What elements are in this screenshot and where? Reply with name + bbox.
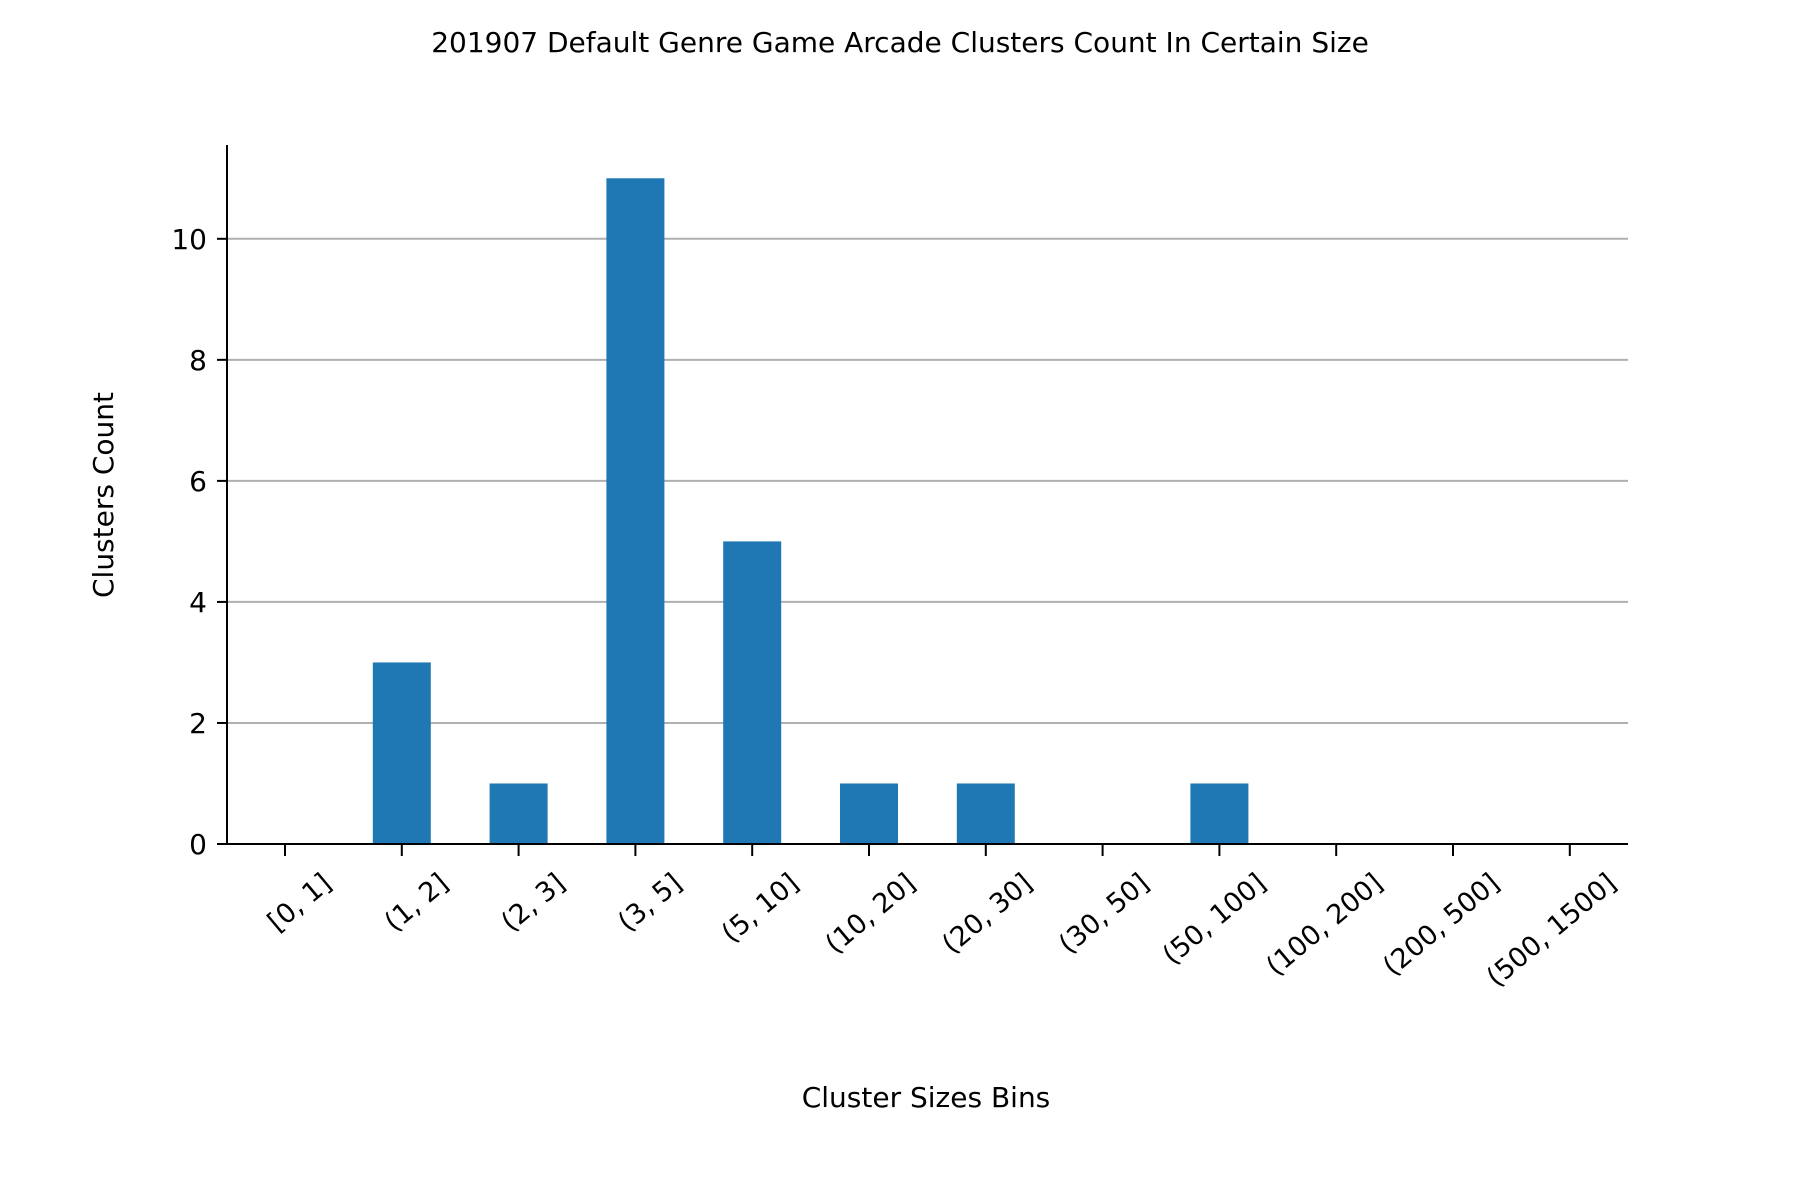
bar — [723, 541, 782, 844]
x-tick-label: (1, 2] — [379, 868, 455, 938]
bars — [372, 178, 1249, 845]
axes — [226, 145, 1628, 845]
x-axis-label: Cluster Sizes Bins — [802, 1081, 1051, 1114]
x-tick-label: (2, 3] — [496, 868, 572, 938]
x-tick-label: (20, 30] — [936, 868, 1038, 960]
x-tick-label: [0, 1] — [262, 868, 338, 938]
bar — [1190, 783, 1249, 844]
bar — [606, 178, 665, 845]
y-tick-label: 2 — [189, 707, 207, 740]
y-tick-label: 4 — [189, 586, 207, 619]
x-tick-label: (50, 100] — [1157, 868, 1272, 972]
grid-lines — [227, 237, 1628, 724]
bar — [372, 662, 431, 844]
bar — [489, 783, 548, 844]
x-tick-label: (10, 20] — [820, 868, 922, 960]
x-tick-label: (30, 50] — [1053, 868, 1155, 960]
y-ticks: 0 2 4 6 8 10 — [171, 223, 227, 861]
x-tick-label: (100, 200] — [1261, 868, 1389, 983]
x-tick-label: (3, 5] — [612, 868, 688, 938]
y-tick-label: 0 — [189, 828, 207, 861]
bar — [840, 783, 898, 844]
x-tick-label: (5, 10] — [716, 868, 805, 949]
y-axis-label: Clusters Count — [87, 392, 120, 598]
x-ticks: [0, 1] (1, 2] (2, 3] (3, 5] (5, 10] (10, 20](… — [262, 844, 1622, 993]
y-tick-label: 10 — [171, 223, 207, 256]
chart-title: 201907 Default Genre Game Arcade Cluster… — [431, 26, 1369, 59]
y-tick-label: 6 — [189, 465, 207, 498]
bar — [956, 783, 1015, 844]
x-tick-label: (500, 1500] — [1481, 868, 1622, 994]
y-tick-label: 8 — [189, 344, 207, 377]
